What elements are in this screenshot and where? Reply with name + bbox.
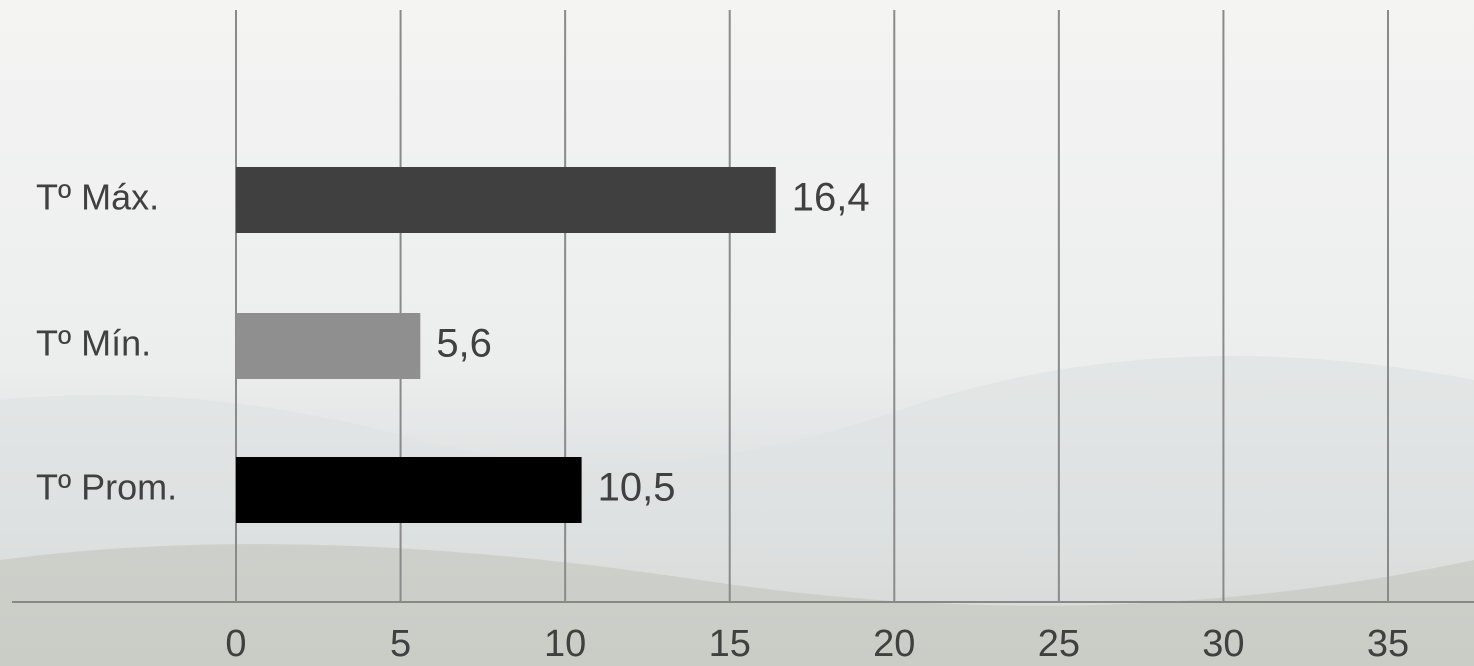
category-label: Tº Mín. [36,323,151,364]
x-tick-label: 30 [1202,623,1244,665]
value-label: 16,4 [792,176,870,220]
category-label: Tº Prom. [36,467,177,508]
chart: 0 5 10 15 20 25 30 35 Tº Máx. 16,4 Tº Mín. 5,6 Tº Pr… [0,0,1474,666]
x-tick-label: 35 [1367,623,1409,665]
x-tick-label: 5 [390,623,411,665]
bar [236,313,420,379]
x-tick-label: 0 [225,623,246,665]
value-label: 5,6 [436,322,492,366]
value-label: 10,5 [598,466,676,510]
bar [236,167,776,233]
category-label: Tº Máx. [36,177,159,218]
x-tick-label: 10 [544,623,586,665]
bar [236,457,582,523]
x-tick-label: 20 [873,623,915,665]
x-tick-label: 25 [1038,623,1080,665]
x-tick-label: 15 [709,623,751,665]
